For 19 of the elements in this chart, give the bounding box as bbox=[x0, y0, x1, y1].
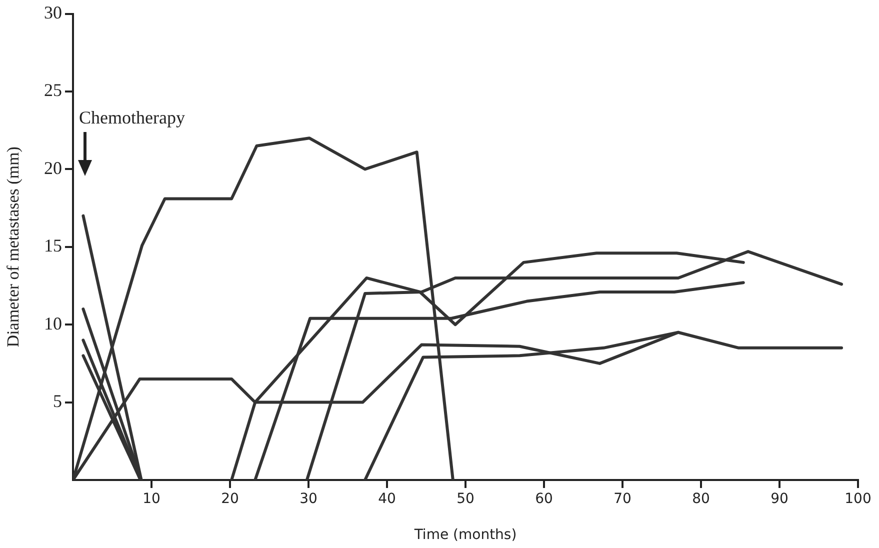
x-tick-label: 10 bbox=[142, 491, 160, 508]
y-tick-label: 30 bbox=[44, 2, 62, 23]
annotation: Chemotherapy bbox=[79, 108, 185, 128]
x-tick-label: 100 bbox=[844, 491, 872, 508]
y-axis-title: Diameter of metastases (mm) bbox=[4, 146, 23, 348]
y-tick-label: 25 bbox=[44, 80, 62, 100]
x-tick-label: 60 bbox=[535, 491, 553, 508]
x-tick-label: 40 bbox=[378, 491, 396, 508]
x-tick-label: 30 bbox=[300, 491, 318, 508]
x-axis-title: Time (months) bbox=[413, 527, 517, 544]
y-tick-label: 5 bbox=[53, 391, 62, 412]
x-tick-label: 20 bbox=[221, 491, 239, 508]
y-tick-label: 15 bbox=[44, 236, 62, 256]
y-tick-label: 10 bbox=[44, 313, 62, 334]
x-tick-label: 50 bbox=[456, 491, 474, 508]
x-tick-label: 80 bbox=[692, 491, 710, 508]
y-tick-label: 20 bbox=[44, 158, 62, 178]
x-tick-label: 90 bbox=[770, 491, 788, 508]
x-tick-label: 70 bbox=[614, 491, 632, 508]
